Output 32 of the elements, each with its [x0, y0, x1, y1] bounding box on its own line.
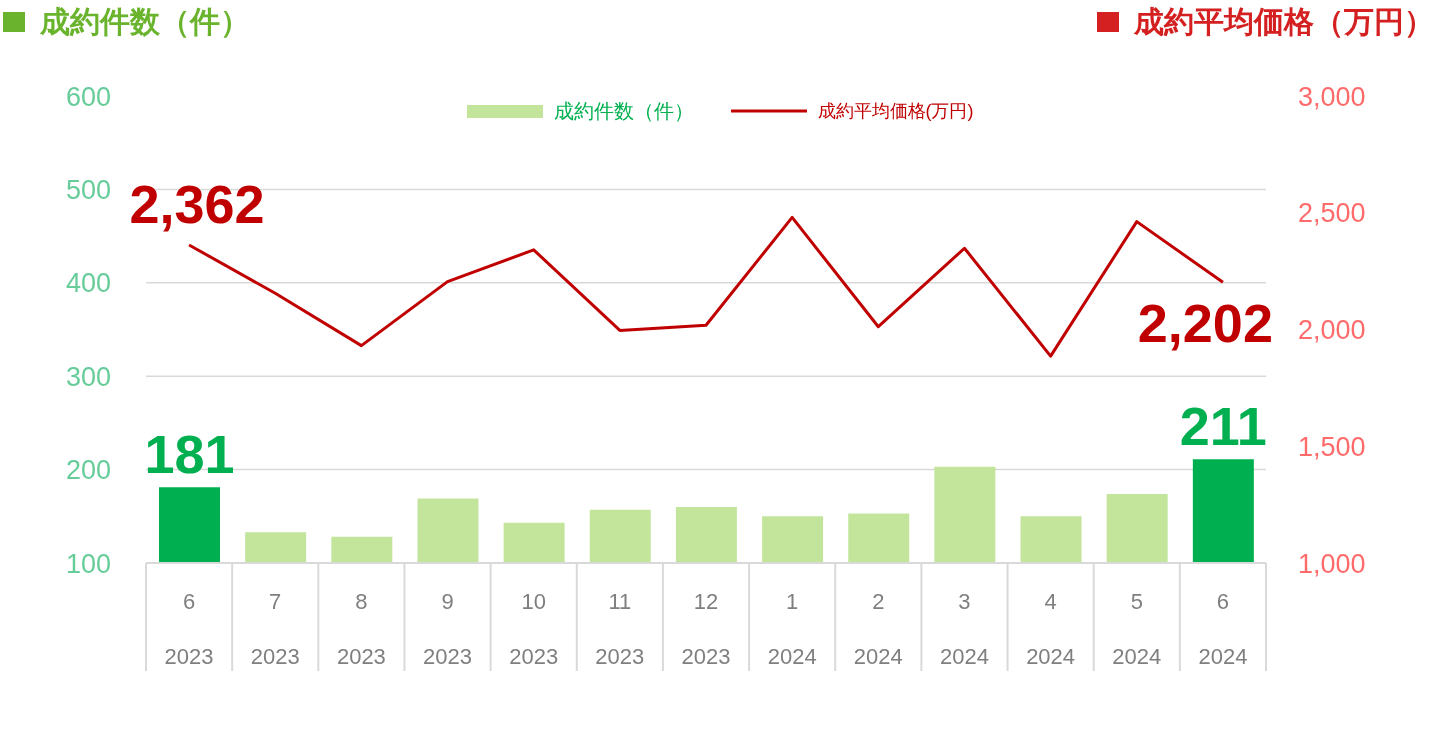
legend-label: 成約平均価格(万円)	[817, 100, 974, 123]
category-label: 11 2023	[595, 589, 645, 669]
category-label: 8 2023	[336, 589, 386, 669]
y2-tick-label: 2,000	[1298, 315, 1366, 346]
y2-tick-label: 1,000	[1298, 548, 1366, 579]
category-label: 6 2023	[164, 589, 214, 669]
y-tick-label: 200	[65, 455, 111, 486]
y-tick-label: 300	[65, 361, 111, 392]
y-tick-label: 400	[65, 268, 111, 299]
category-label: 5 2024	[1112, 589, 1162, 669]
data-label: 2,202	[1137, 293, 1273, 354]
y-tick-label: 600	[65, 81, 111, 112]
category-label: 6 2024	[1198, 589, 1248, 669]
category-label: 3 2024	[939, 589, 989, 669]
y-tick-label: 500	[65, 174, 111, 205]
y2-tick-label: 1,500	[1298, 431, 1366, 462]
y2-tick-label: 3,000	[1298, 81, 1366, 112]
y-axis-title: 成約件数（件）	[40, 4, 250, 40]
data-label: 181	[144, 424, 235, 485]
data-label: 2,362	[129, 173, 265, 234]
data-label: 211	[1179, 396, 1267, 457]
y2-tick-label: 2,500	[1298, 198, 1366, 229]
category-label: 2 2024	[853, 589, 903, 669]
category-label: 10 2023	[509, 589, 559, 669]
category-label: 1 2024	[767, 589, 817, 669]
y2-axis-title: 成約平均価格（万円）	[1134, 4, 1434, 40]
y-tick-label: 100	[65, 548, 111, 579]
category-label: 4 2024	[1026, 589, 1076, 669]
category-label: 12 2023	[681, 589, 731, 669]
legend-label: 成約件数（件）	[553, 99, 694, 124]
category-label: 7 2023	[250, 589, 300, 669]
category-label: 9 2023	[423, 589, 473, 669]
